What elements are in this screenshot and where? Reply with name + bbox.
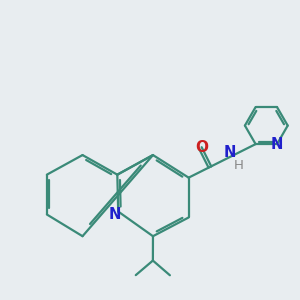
Text: H: H: [234, 159, 244, 172]
Text: N: N: [109, 207, 122, 222]
Text: N: N: [271, 136, 283, 152]
Text: O: O: [195, 140, 208, 155]
Text: N: N: [224, 145, 236, 160]
